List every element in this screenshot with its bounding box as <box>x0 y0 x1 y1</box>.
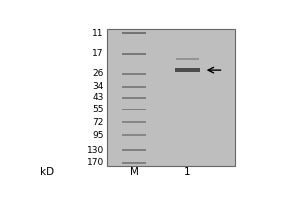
Bar <box>122 162 146 164</box>
Text: 95: 95 <box>92 131 104 140</box>
Text: 72: 72 <box>92 118 104 127</box>
Bar <box>122 53 146 55</box>
Text: 1: 1 <box>184 167 191 177</box>
Text: M: M <box>130 167 138 177</box>
Text: 34: 34 <box>92 82 104 91</box>
Text: 17: 17 <box>92 49 104 58</box>
Bar <box>122 121 146 123</box>
Text: 170: 170 <box>86 158 104 167</box>
Bar <box>122 97 146 99</box>
Bar <box>176 58 199 60</box>
Text: 43: 43 <box>92 93 104 102</box>
Text: kD: kD <box>40 167 54 177</box>
Bar <box>122 32 146 34</box>
Bar <box>122 109 146 110</box>
Bar <box>122 134 146 136</box>
Bar <box>122 73 146 75</box>
Text: 26: 26 <box>92 69 104 78</box>
Bar <box>122 149 146 151</box>
Bar <box>122 86 146 88</box>
Bar <box>176 68 200 72</box>
Text: 130: 130 <box>86 146 104 155</box>
Bar <box>107 29 235 166</box>
Text: 55: 55 <box>92 105 104 114</box>
Text: 11: 11 <box>92 29 104 38</box>
